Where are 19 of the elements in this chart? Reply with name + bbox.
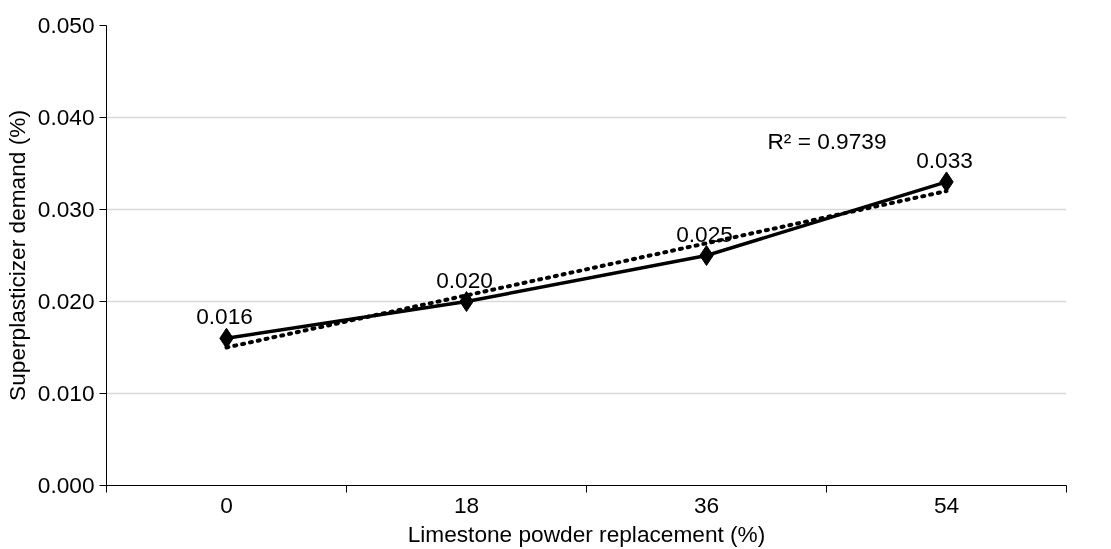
data-label: 0.033 — [916, 146, 973, 173]
y-tick-label: 0.050 — [37, 12, 95, 38]
annotation: R² = 0.9739 — [767, 127, 887, 154]
y-tick-label: 0.040 — [37, 104, 95, 130]
point — [699, 245, 714, 266]
x-axis-title: Limestone powder replacement (%) — [407, 520, 766, 547]
y-tick-label: 0.020 — [37, 288, 95, 314]
x-tick-label: 36 — [693, 491, 720, 518]
data-label: 0.016 — [196, 303, 253, 330]
x-tick-label: 0 — [220, 491, 233, 518]
point — [459, 291, 474, 312]
y-tick-label: 0.030 — [37, 196, 95, 222]
y-tick-label: 0.000 — [37, 472, 95, 498]
x-tick-label: 54 — [933, 491, 960, 518]
x-tick-label: 18 — [453, 491, 480, 518]
y-axis-title: Superplasticizer demand (%) — [3, 110, 30, 401]
data-label: 0.020 — [436, 266, 493, 293]
y-tick-label: 0.010 — [37, 380, 95, 406]
data-label: 0.025 — [676, 220, 733, 247]
